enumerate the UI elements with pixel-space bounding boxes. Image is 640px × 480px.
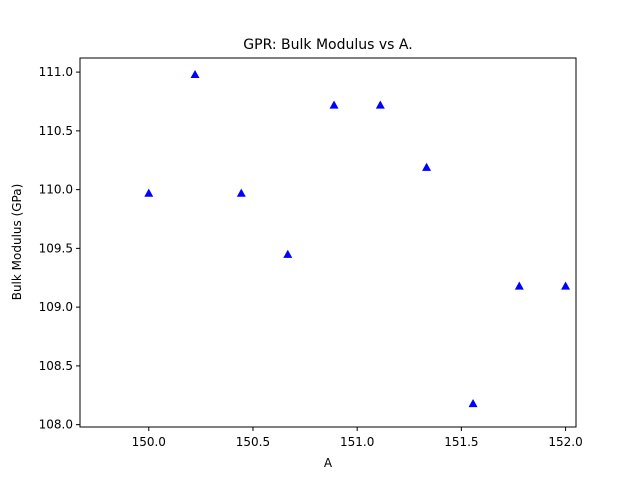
data-point (144, 188, 154, 197)
data-point (375, 100, 385, 109)
data-point (236, 188, 246, 197)
data-point (468, 398, 478, 408)
data-point (422, 162, 432, 171)
data-point (329, 100, 339, 109)
data-point (190, 69, 200, 79)
chart-title: GPR: Bulk Modulus vs A. (243, 37, 412, 53)
data-point (283, 249, 293, 258)
plot-frame (79, 57, 577, 428)
y-tick-label: 109.5 (39, 241, 73, 255)
data-points (144, 69, 571, 408)
x-tick-label: 150.5 (236, 435, 270, 449)
x-tick-label: 151.5 (444, 435, 478, 449)
y-tick-label: 111.0 (39, 65, 73, 79)
axis-ticks: 150.0 150.5 151.0 151.5 152.0 108.0 108.5 109.0… (39, 65, 583, 449)
data-point (561, 281, 571, 290)
y-axis-label: Bulk Modulus (GPa) (10, 184, 24, 301)
y-tick-label: 110.0 (39, 183, 73, 197)
x-tick-label: 152.0 (548, 435, 582, 449)
y-tick-label: 109.0 (39, 300, 73, 314)
x-axis-label: A (324, 456, 333, 470)
y-tick-label: 110.5 (39, 124, 73, 138)
y-tick-label: 108.5 (39, 359, 73, 373)
x-tick-label: 151.0 (340, 435, 374, 449)
y-tick-label: 108.0 (39, 418, 73, 432)
x-tick-label: 150.0 (132, 435, 166, 449)
data-point (514, 281, 524, 290)
